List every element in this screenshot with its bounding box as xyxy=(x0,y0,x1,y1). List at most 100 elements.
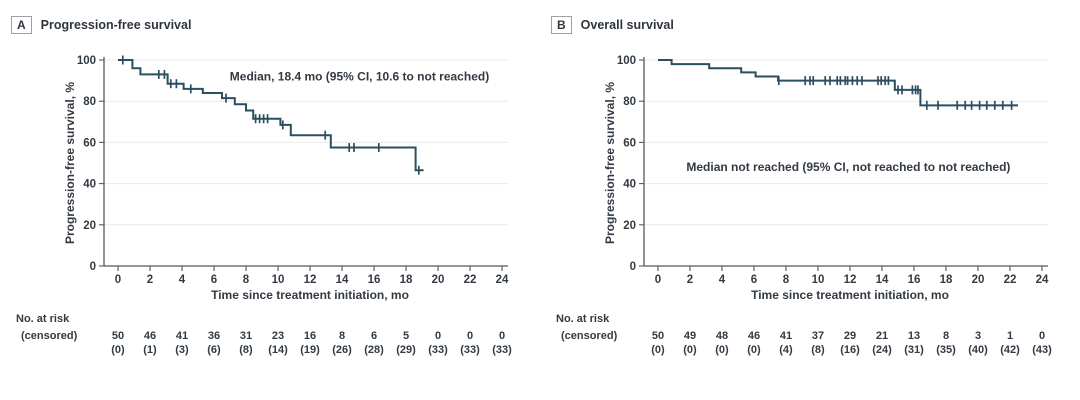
at-risk-count: 49 xyxy=(684,330,696,342)
y-tick-label: 40 xyxy=(623,179,636,191)
censored-count: (19) xyxy=(300,344,320,356)
censored-count: (1) xyxy=(143,344,157,356)
censored-label: (censored) xyxy=(21,330,78,342)
x-tick-label: 16 xyxy=(368,274,381,286)
censored-count: (16) xyxy=(840,344,860,356)
x-tick-label: 4 xyxy=(719,274,726,286)
x-tick-label: 10 xyxy=(812,274,825,286)
censored-count: (0) xyxy=(683,344,697,356)
x-tick-label: 6 xyxy=(751,274,757,286)
at-risk-count: 36 xyxy=(208,330,220,342)
x-tick-label: 22 xyxy=(1004,274,1017,286)
at-risk-count: 48 xyxy=(716,330,728,342)
at-risk-count: 23 xyxy=(272,330,284,342)
x-tick-label: 2 xyxy=(687,274,693,286)
panel-a: A Progression-free survival Progression-… xyxy=(11,16,512,356)
censored-count: (28) xyxy=(364,344,384,356)
x-axis-label: Time since treatment initiation, mo xyxy=(751,288,949,302)
censored-count: (26) xyxy=(332,344,352,356)
y-tick-label: 80 xyxy=(623,96,636,108)
x-tick-label: 8 xyxy=(243,274,250,286)
at-risk-count: 0 xyxy=(467,330,473,342)
x-tick-label: 6 xyxy=(211,274,217,286)
at-risk-count: 0 xyxy=(1039,330,1045,342)
y-tick-label: 60 xyxy=(623,137,636,149)
x-tick-label: 18 xyxy=(400,274,413,286)
at-risk-count: 37 xyxy=(812,330,824,342)
x-tick-label: 12 xyxy=(844,274,857,286)
at-risk-count: 13 xyxy=(908,330,920,342)
censored-count: (8) xyxy=(239,344,253,356)
x-tick-label: 16 xyxy=(908,274,921,286)
panel-b-header: B Overall survival xyxy=(551,16,674,34)
y-tick-label: 20 xyxy=(623,220,636,232)
x-tick-label: 14 xyxy=(876,274,889,286)
at-risk-count: 16 xyxy=(304,330,316,342)
x-tick-label: 14 xyxy=(336,274,349,286)
censored-count: (33) xyxy=(492,344,512,356)
x-tick-label: 20 xyxy=(972,274,985,286)
panel-a-chart: Progression-free survival, % Time since … xyxy=(16,55,512,356)
at-risk-count: 0 xyxy=(435,330,441,342)
censored-count: (43) xyxy=(1032,344,1052,356)
panel-b-title: Overall survival xyxy=(580,18,674,32)
panel-a-title: Progression-free survival xyxy=(40,18,192,32)
y-axis-label: Progression-free survival, % xyxy=(603,82,617,244)
at-risk-count: 41 xyxy=(176,330,188,342)
at-risk-count: 21 xyxy=(876,330,888,342)
x-tick-label: 0 xyxy=(655,274,661,286)
x-tick-label: 0 xyxy=(115,274,121,286)
censored-count: (0) xyxy=(747,344,761,356)
censored-count: (0) xyxy=(651,344,665,356)
censored-count: (40) xyxy=(968,344,988,356)
y-tick-label: 0 xyxy=(630,261,636,273)
at-risk-label: No. at risk xyxy=(556,313,610,325)
censored-count: (42) xyxy=(1000,344,1020,356)
panel-b: B Overall survival Progression-free surv… xyxy=(540,0,1080,400)
x-tick-label: 22 xyxy=(464,274,477,286)
x-tick-label: 2 xyxy=(147,274,153,286)
panel-a-header: A Progression-free survival xyxy=(11,16,191,34)
y-tick-label: 80 xyxy=(83,96,96,108)
censored-count: (14) xyxy=(268,344,288,356)
at-risk-label: No. at risk xyxy=(16,313,70,325)
at-risk-count: 31 xyxy=(240,330,252,342)
at-risk-count: 41 xyxy=(780,330,792,342)
median-annotation: Median not reached (95% CI, not reached … xyxy=(686,160,1010,174)
x-axis-label: Time since treatment initiation, mo xyxy=(211,288,409,302)
at-risk-count: 3 xyxy=(975,330,981,342)
censored-count: (33) xyxy=(460,344,480,356)
censored-count: (3) xyxy=(175,344,189,356)
x-tick-label: 24 xyxy=(496,274,509,286)
x-tick-label: 10 xyxy=(272,274,285,286)
censored-count: (33) xyxy=(428,344,448,356)
censored-count: (31) xyxy=(904,344,924,356)
censored-label: (censored) xyxy=(561,330,618,342)
at-risk-count: 29 xyxy=(844,330,856,342)
at-risk-count: 1 xyxy=(1007,330,1013,342)
y-tick-label: 20 xyxy=(83,220,96,232)
at-risk-count: 6 xyxy=(371,330,377,342)
censored-count: (24) xyxy=(872,344,892,356)
at-risk-count: 46 xyxy=(748,330,760,342)
x-tick-label: 8 xyxy=(783,274,790,286)
censored-count: (4) xyxy=(779,344,793,356)
y-tick-label: 40 xyxy=(83,179,96,191)
x-tick-label: 12 xyxy=(304,274,317,286)
censored-count: (29) xyxy=(396,344,416,356)
x-tick-label: 4 xyxy=(179,274,186,286)
y-tick-label: 100 xyxy=(617,55,636,67)
at-risk-count: 5 xyxy=(403,330,409,342)
km-curve xyxy=(118,59,424,172)
median-annotation: Median, 18.4 mo (95% CI, 10.6 to not rea… xyxy=(230,69,489,83)
panel-b-chart: Progression-free survival, % Time since … xyxy=(556,55,1052,356)
x-tick-label: 18 xyxy=(940,274,953,286)
km-curve xyxy=(658,59,1018,107)
at-risk-count: 50 xyxy=(112,330,124,342)
at-risk-count: 0 xyxy=(499,330,505,342)
x-tick-label: 20 xyxy=(432,274,445,286)
y-tick-label: 0 xyxy=(90,261,96,273)
y-tick-label: 100 xyxy=(77,55,96,67)
censored-count: (8) xyxy=(811,344,825,356)
